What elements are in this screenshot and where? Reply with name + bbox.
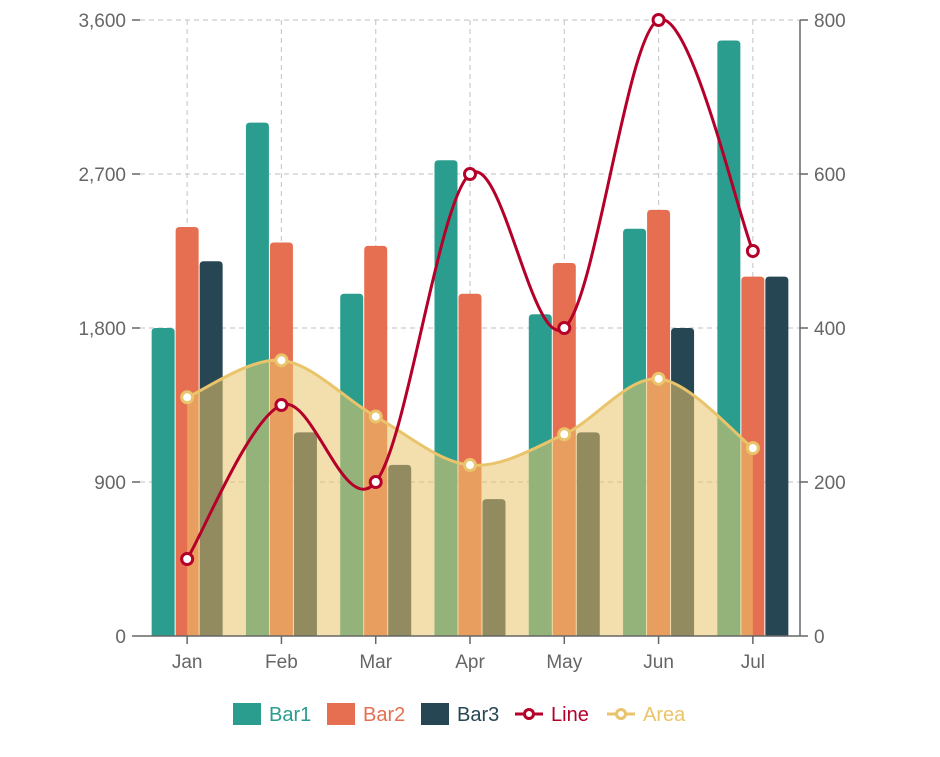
y-right-tick-label: 200: [814, 473, 846, 494]
line-point: [274, 398, 289, 412]
y-right-tick-label: 600: [814, 165, 846, 186]
line-point: [368, 475, 383, 489]
y-left-tick-label: 1,800: [78, 319, 126, 340]
area-point: [557, 427, 572, 442]
line-point: [557, 321, 572, 335]
legend-label-bar2: Bar2: [363, 704, 405, 726]
x-tick-label: Feb: [265, 652, 298, 673]
legend-swatch-bar2: [327, 703, 355, 725]
legend-label-bar1: Bar1: [269, 704, 311, 726]
area-point: [274, 353, 289, 368]
y-right-tick-label: 0: [814, 627, 825, 648]
area-fill: [187, 360, 753, 636]
legend-marker-area: [615, 708, 627, 720]
x-tick-label: Jul: [741, 652, 765, 673]
y-left-tick-label: 3,600: [78, 11, 126, 32]
line-point: [651, 13, 666, 27]
x-tick-label: Mar: [359, 652, 392, 673]
legend-label-area: Area: [643, 704, 686, 726]
legend-marker-line: [523, 708, 535, 720]
axes: 0 900 1,800 2,700 3,600 0 200 400 600 800 Jan Feb Ma…: [78, 11, 845, 673]
legend-label-line: Line: [551, 704, 589, 726]
area-point: [463, 458, 477, 473]
x-tick-label: May: [546, 652, 582, 673]
line-point: [463, 167, 477, 181]
y-right-tick-label: 400: [814, 319, 846, 340]
legend-swatch-bar1: [233, 703, 261, 725]
x-tick-label: Jan: [172, 652, 203, 673]
y-left-tick-label: 0: [115, 627, 126, 648]
y-left-tick-label: 2,700: [78, 165, 126, 186]
bar-bar1: [151, 328, 175, 636]
area-point: [368, 409, 383, 424]
x-tick-label: Apr: [455, 652, 485, 673]
area-point: [651, 371, 666, 386]
legend-label-bar3: Bar3: [457, 704, 499, 726]
area-point: [180, 390, 195, 405]
line-point: [180, 552, 195, 566]
bar-bar3: [765, 276, 789, 636]
legend-swatch-bar3: [421, 703, 449, 725]
area-point: [745, 441, 760, 456]
legend: Bar1 Bar2 Bar3 Line Area: [233, 703, 686, 726]
line-point: [745, 244, 760, 258]
area-series: [180, 353, 760, 636]
y-right-tick-label: 800: [814, 11, 846, 32]
y-left-tick-label: 900: [94, 473, 126, 494]
x-tick-label: Jun: [643, 652, 674, 673]
line-series: [180, 13, 760, 566]
